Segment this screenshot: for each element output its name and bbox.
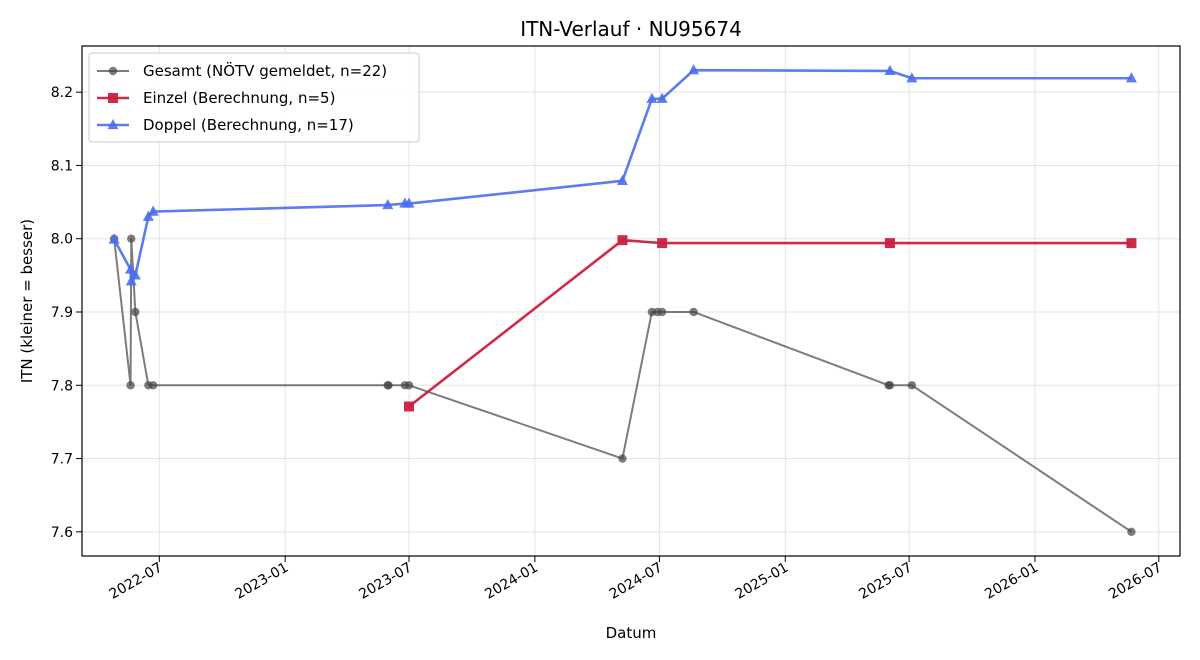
y-tick-label: 7.9 bbox=[51, 305, 73, 321]
data-point bbox=[142, 210, 154, 221]
data-point bbox=[148, 381, 158, 390]
data-point bbox=[618, 454, 627, 463]
data-point bbox=[125, 275, 137, 286]
data-point bbox=[884, 238, 895, 249]
y-tick-label: 8.1 bbox=[51, 158, 73, 174]
data-point bbox=[127, 234, 136, 243]
data-point bbox=[108, 233, 120, 244]
series-line bbox=[408, 238, 1132, 408]
y-tick-label: 7.8 bbox=[51, 378, 73, 394]
legend-item: Gesamt (NÖTV gemeldet, n=22) bbox=[97, 61, 387, 80]
y-tick-label: 8.2 bbox=[51, 85, 73, 101]
series-square bbox=[404, 235, 1137, 412]
data-point bbox=[1125, 72, 1137, 83]
data-point bbox=[907, 381, 917, 390]
data-point bbox=[616, 174, 628, 185]
legend: Gesamt (NÖTV gemeldet, n=22) Einzel (Bere… bbox=[88, 52, 420, 143]
x-tick-label: 2024-01 bbox=[482, 560, 541, 603]
y-axis-ticks: 7.6 7.7 7.8 7.9 8.0 8.1 8.2 bbox=[51, 85, 82, 541]
data-point bbox=[403, 197, 415, 208]
x-tick-label: 2023-01 bbox=[233, 560, 292, 603]
data-point bbox=[1126, 238, 1137, 249]
x-axis-title: Datum bbox=[606, 624, 657, 642]
y-axis-title: ITN (kleiner = besser) bbox=[18, 219, 36, 383]
data-point bbox=[688, 64, 700, 75]
chart-title: ITN-Verlauf · NU95674 bbox=[520, 17, 742, 41]
x-tick-label: 2025-07 bbox=[856, 560, 915, 603]
legend-item: Einzel (Berechnung, n=5) bbox=[97, 89, 335, 107]
data-point bbox=[126, 381, 135, 390]
legend-swatch-marker bbox=[108, 66, 118, 76]
legend-label: Einzel (Berechnung, n=5) bbox=[143, 89, 335, 107]
legend-swatch-marker bbox=[107, 118, 119, 130]
data-point bbox=[906, 72, 918, 83]
data-point bbox=[689, 307, 698, 317]
legend-label: Gesamt (NÖTV gemeldet, n=22) bbox=[143, 61, 387, 80]
data-point bbox=[646, 92, 658, 103]
data-point bbox=[384, 381, 393, 390]
data-point bbox=[131, 307, 140, 317]
legend-item: Doppel (Berechnung, n=17) bbox=[97, 116, 354, 134]
x-tick-label: 2026-07 bbox=[1106, 560, 1165, 603]
data-point bbox=[1127, 527, 1136, 537]
series-layer bbox=[108, 64, 1137, 537]
data-point bbox=[125, 263, 137, 274]
y-tick-label: 7.7 bbox=[51, 452, 73, 468]
legend-label: Doppel (Berechnung, n=17) bbox=[143, 116, 354, 134]
plot-frame bbox=[81, 45, 1181, 557]
x-tick-label: 2026-01 bbox=[982, 560, 1041, 603]
data-point bbox=[382, 198, 394, 210]
legend-box bbox=[88, 52, 420, 143]
x-tick-label: 2024-07 bbox=[607, 560, 666, 603]
series-triangle bbox=[108, 64, 1137, 286]
data-point bbox=[147, 205, 159, 216]
series-circle bbox=[109, 234, 1136, 537]
data-point bbox=[657, 307, 667, 317]
y-tick-label: 8.0 bbox=[51, 232, 73, 248]
y-tick-label: 7.6 bbox=[51, 525, 73, 541]
data-point bbox=[656, 92, 668, 103]
x-tick-label: 2022-07 bbox=[107, 560, 166, 603]
x-tick-label: 2023-07 bbox=[356, 560, 415, 603]
x-tick-label: 2025-01 bbox=[733, 560, 792, 603]
legend-swatch-marker bbox=[108, 93, 118, 103]
data-point bbox=[657, 238, 668, 249]
data-point bbox=[885, 381, 895, 390]
data-point bbox=[617, 235, 628, 246]
data-point bbox=[129, 269, 141, 280]
data-point bbox=[404, 381, 414, 390]
data-point bbox=[404, 401, 415, 412]
x-axis-ticks: 2022-07 2023-01 2023-07 2024-01 2024-07 2025-… bbox=[107, 556, 1165, 603]
data-point bbox=[884, 64, 896, 76]
